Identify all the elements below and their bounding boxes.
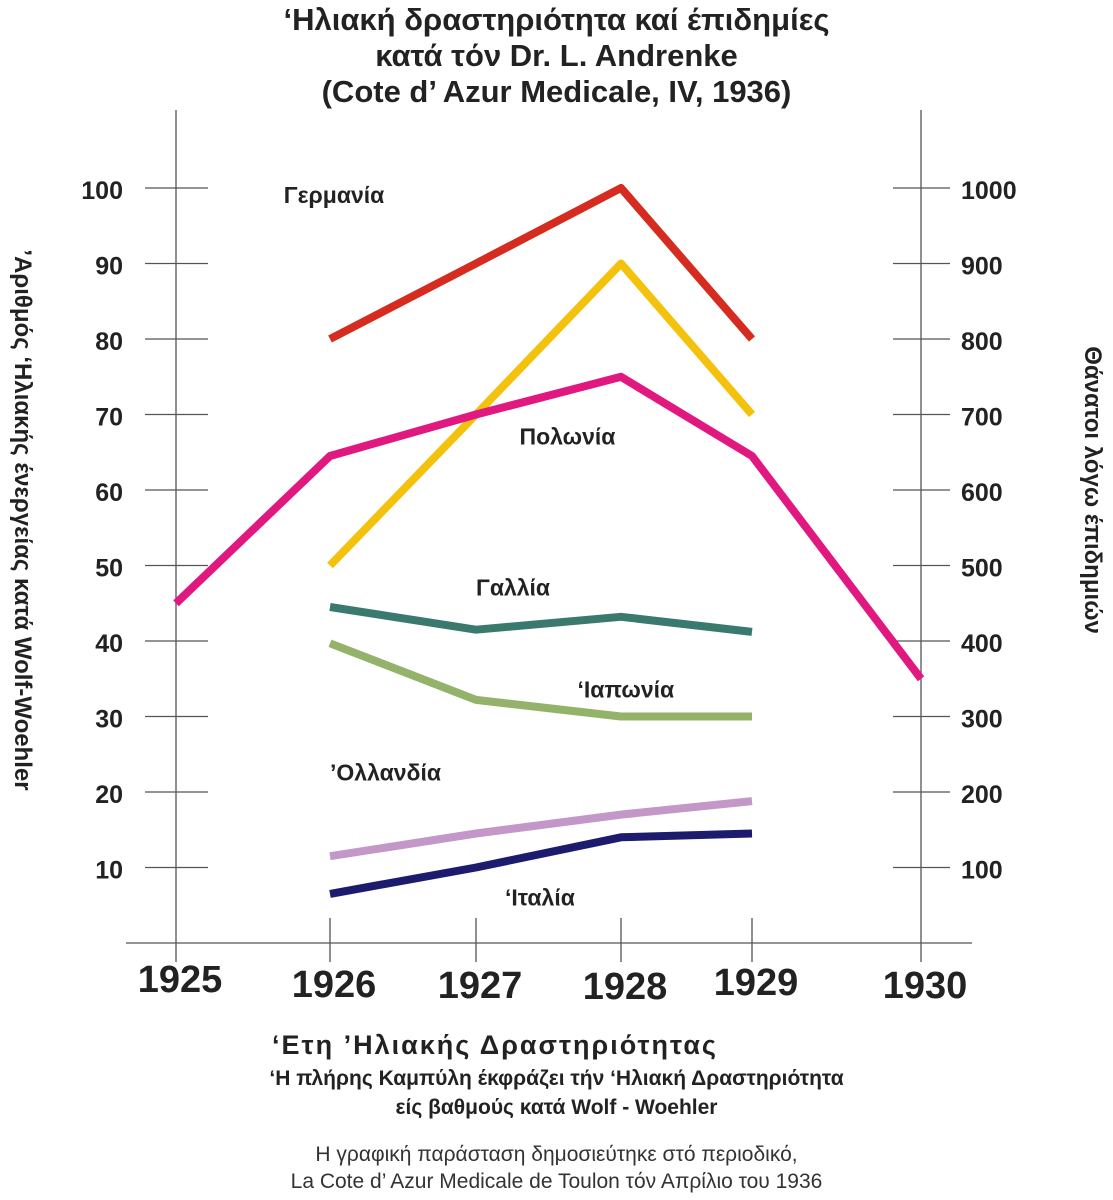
x-tick-label-1926: 1926 — [292, 964, 377, 1006]
y-right-tick-label-700: 700 — [961, 404, 1003, 432]
x-axis-label: ‘Ετη ’Ηλιακής Δραστηριότητας — [272, 1030, 718, 1060]
y-left-tick-label-20: 20 — [95, 781, 123, 809]
y-left-tick-label-30: 30 — [95, 706, 123, 734]
y-right-tick-label-400: 400 — [961, 630, 1003, 658]
x-tick-label-1927: 1927 — [438, 965, 523, 1007]
y-right-tick-label-500: 500 — [961, 555, 1003, 583]
x-tick-label-1928: 1928 — [583, 966, 668, 1008]
series-label-6: ‘Ιταλία — [505, 884, 575, 910]
y-axis-label-right: Θάνατοι λόγω έπιδημιών — [1079, 346, 1106, 634]
chart-title-line-2: κατά τόν Dr. L. Andrenke — [375, 38, 738, 73]
caption-line-1: Η γραφική παράσταση δημοσιεύτηκε στό περ… — [315, 1143, 798, 1166]
y-left-tick-label-10: 10 — [95, 857, 123, 885]
y-right-tick-label-600: 600 — [961, 479, 1003, 507]
series-line-6 — [329, 829, 753, 898]
y-left-tick-label-70: 70 — [95, 404, 123, 432]
x-tick-label-1930: 1930 — [883, 965, 968, 1007]
y-left-tick-label-90: 90 — [95, 253, 123, 281]
y-axis-label-left: ’Αριθμός ‘Ηλιακής ένεργείας κατά Wolf-Wo… — [9, 249, 36, 791]
note-line-1: ‘Η πλήρης Καμπύλη έκφράζει τήν ‘Ηλιακή Δ… — [269, 1067, 844, 1090]
y-left-tick-label-60: 60 — [95, 479, 123, 507]
y-right-tick-label-1000: 1000 — [961, 177, 1017, 205]
x-tick-label-1925: 1925 — [138, 959, 223, 1001]
y-right-tick-label-900: 900 — [961, 253, 1003, 281]
chart-title-line-1: ‘Ηλιακή δραστηριότητα καί έπιδημίες — [283, 2, 830, 37]
series-line-1 — [327, 259, 756, 569]
series-line-2 — [173, 372, 925, 682]
series-label-3: Γαλλία — [476, 575, 550, 601]
series-label-5: ’Ολλανδία — [330, 760, 441, 786]
y-right-tick-label-200: 200 — [961, 781, 1003, 809]
series-line-5 — [329, 797, 753, 861]
y-left-tick-label-80: 80 — [95, 328, 123, 356]
caption-line-2: La Cote d’ Azur Medicale de Toulon τόν Α… — [290, 1170, 823, 1193]
series-label-1: Πολωνία — [520, 424, 616, 450]
series-label-0: Γερμανία — [284, 182, 385, 208]
chart-title-line-3: (Cote d’ Azur Medicale, IV, 1936) — [321, 74, 792, 109]
series-line-4 — [328, 639, 752, 721]
x-tick-label-1929: 1929 — [714, 962, 799, 1004]
series-line-0 — [328, 184, 756, 343]
note-line-2: είς βαθμούς κατά Wolf - Woehler — [395, 1096, 718, 1119]
series-label-4: ‘Ιαπωνία — [578, 677, 675, 703]
y-left-tick-label-100: 100 — [81, 177, 123, 205]
y-right-tick-label-300: 300 — [961, 706, 1003, 734]
y-right-tick-label-800: 800 — [961, 328, 1003, 356]
y-left-tick-label-40: 40 — [95, 630, 123, 658]
y-left-tick-label-50: 50 — [95, 555, 123, 583]
series-line-3 — [329, 603, 753, 636]
y-right-tick-label-100: 100 — [961, 857, 1003, 885]
